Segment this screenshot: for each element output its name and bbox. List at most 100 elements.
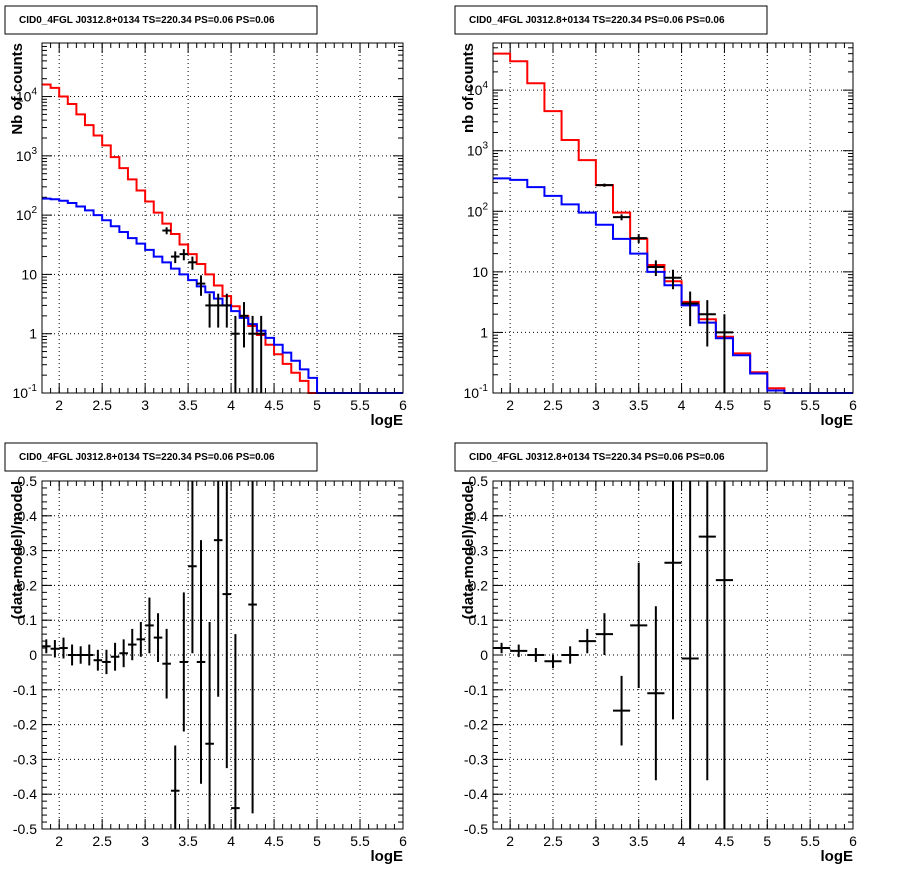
chart-title: CID0_4FGL J0312.8+0134 TS=220.34 PS=0.06…: [469, 452, 725, 463]
title-box: [4, 442, 318, 472]
histogram-series-red: [42, 83, 403, 394]
y-tick-label: 1: [29, 326, 37, 342]
y-tick-label: 0: [480, 647, 488, 663]
chart-title: CID0_4FGL J0312.8+0134 TS=220.34 PS=0.06…: [469, 15, 725, 26]
y-axis-label: (data-model)/model: [9, 481, 26, 619]
plot-frame: [492, 480, 854, 830]
chart-panel-4: 2 2.5 3 3.5 4 4.5 5 5.5 6 -0.5 -0.4 -0.3 -0.2 -0.1 0 0.…: [454, 442, 857, 865]
residual-point: [715, 481, 733, 829]
x-tick-label: 2: [506, 397, 514, 413]
residual-point: [493, 642, 511, 654]
residual-point: [93, 649, 103, 671]
residual-point: [213, 481, 223, 697]
y-tick-label: 0: [29, 647, 37, 663]
y-tick-label: 10-1: [464, 383, 489, 401]
x-tick-label: 4.5: [715, 397, 735, 413]
data-point: [170, 251, 180, 264]
y-tick-label: 0.5: [469, 473, 489, 489]
y-tick-label: 104: [467, 80, 489, 98]
x-axis-label: logE: [371, 412, 404, 429]
residual-point: [510, 644, 528, 658]
residual-point: [136, 621, 146, 657]
x-tick-label: 3.5: [629, 397, 649, 413]
data-point: [179, 249, 189, 261]
x-tick-label: 5: [763, 397, 771, 413]
data-point: [213, 293, 223, 328]
residual-point: [153, 613, 163, 662]
plot-area: [42, 43, 403, 393]
x-tick-label: 2: [55, 833, 63, 849]
residual-point: [561, 646, 579, 664]
y-tick-label: 0.1: [18, 612, 38, 628]
x-tick-label: 3: [592, 397, 600, 413]
y-tick-label: 0.2: [469, 577, 489, 593]
y-tick-label: -0.5: [464, 821, 488, 837]
residual-point: [59, 637, 68, 659]
x-tick-label: 2.5: [92, 397, 112, 413]
x-tick-label: 5.5: [350, 397, 370, 413]
data-point: [647, 260, 665, 277]
x-axis-label: logE: [371, 848, 404, 865]
data-point: [162, 227, 171, 235]
y-tick-label: -0.3: [13, 751, 37, 767]
title-box: [454, 5, 768, 35]
residual-point: [42, 639, 51, 654]
residual-point: [84, 644, 94, 666]
chart-title: CID0_4FGL J0312.8+0134 TS=220.34 PS=0.06…: [19, 15, 275, 26]
y-tick-label: 10: [21, 266, 37, 282]
x-tick-label: 3.5: [178, 833, 198, 849]
data-point: [664, 269, 682, 290]
y-tick-label: -0.5: [13, 821, 37, 837]
data-point: [231, 315, 240, 393]
residual-point: [179, 592, 189, 732]
residual-point: [205, 621, 214, 829]
residual-point: [664, 481, 682, 720]
y-tick-label: 0.1: [469, 612, 489, 628]
y-tick-label: 0.2: [18, 577, 38, 593]
x-tick-label: 4.5: [715, 833, 735, 849]
data-point: [256, 315, 266, 393]
data-point: [698, 300, 716, 347]
y-axis-label: (data-model)/model: [460, 481, 477, 619]
y-tick-label: 103: [16, 146, 38, 164]
residual-point: [222, 481, 232, 769]
x-tick-label: 3: [141, 833, 149, 849]
residual-point: [248, 481, 257, 814]
residual-point: [50, 640, 60, 658]
x-axis-label: logE: [821, 848, 854, 865]
x-tick-label: 5.5: [800, 833, 820, 849]
chart-panel-1: 2 2.5 3 3.5 4 4.5 5 5.5 6 10-1 1 10 102 103 104 logE Nb …: [4, 5, 407, 429]
data-point: [681, 291, 699, 327]
residual-point: [127, 628, 137, 661]
y-tick-label: -0.2: [464, 717, 488, 733]
y-tick-label: 0.3: [18, 543, 38, 559]
data-point: [715, 314, 733, 393]
x-tick-label: 3: [592, 833, 600, 849]
residual-point: [170, 745, 180, 829]
y-tick-label: 102: [16, 205, 38, 223]
x-tick-label: 5.5: [800, 397, 820, 413]
y-tick-label: -0.2: [13, 717, 37, 733]
y-tick-label: 104: [16, 87, 38, 105]
x-tick-label: 5.5: [350, 833, 370, 849]
x-tick-label: 4: [227, 833, 235, 849]
residual-point: [544, 654, 562, 669]
residual-point: [145, 597, 154, 654]
data-point: [248, 315, 257, 393]
title-box: [4, 5, 318, 35]
y-tick-label: 102: [467, 201, 489, 219]
x-tick-label: 4: [678, 833, 686, 849]
x-tick-label: 4.5: [264, 833, 284, 849]
residual-point: [188, 481, 197, 654]
x-tick-label: 2.5: [543, 833, 563, 849]
residual-point: [76, 646, 85, 664]
residual-point: [231, 634, 240, 829]
data-point: [222, 293, 232, 328]
y-tick-label: 10: [472, 264, 488, 280]
y-axis-label: nb of counts: [460, 43, 477, 133]
residual-point: [196, 540, 206, 784]
x-tick-label: 3.5: [178, 397, 198, 413]
data-point: [239, 302, 249, 348]
residual-point: [110, 642, 120, 671]
x-tick-label: 4: [227, 397, 235, 413]
